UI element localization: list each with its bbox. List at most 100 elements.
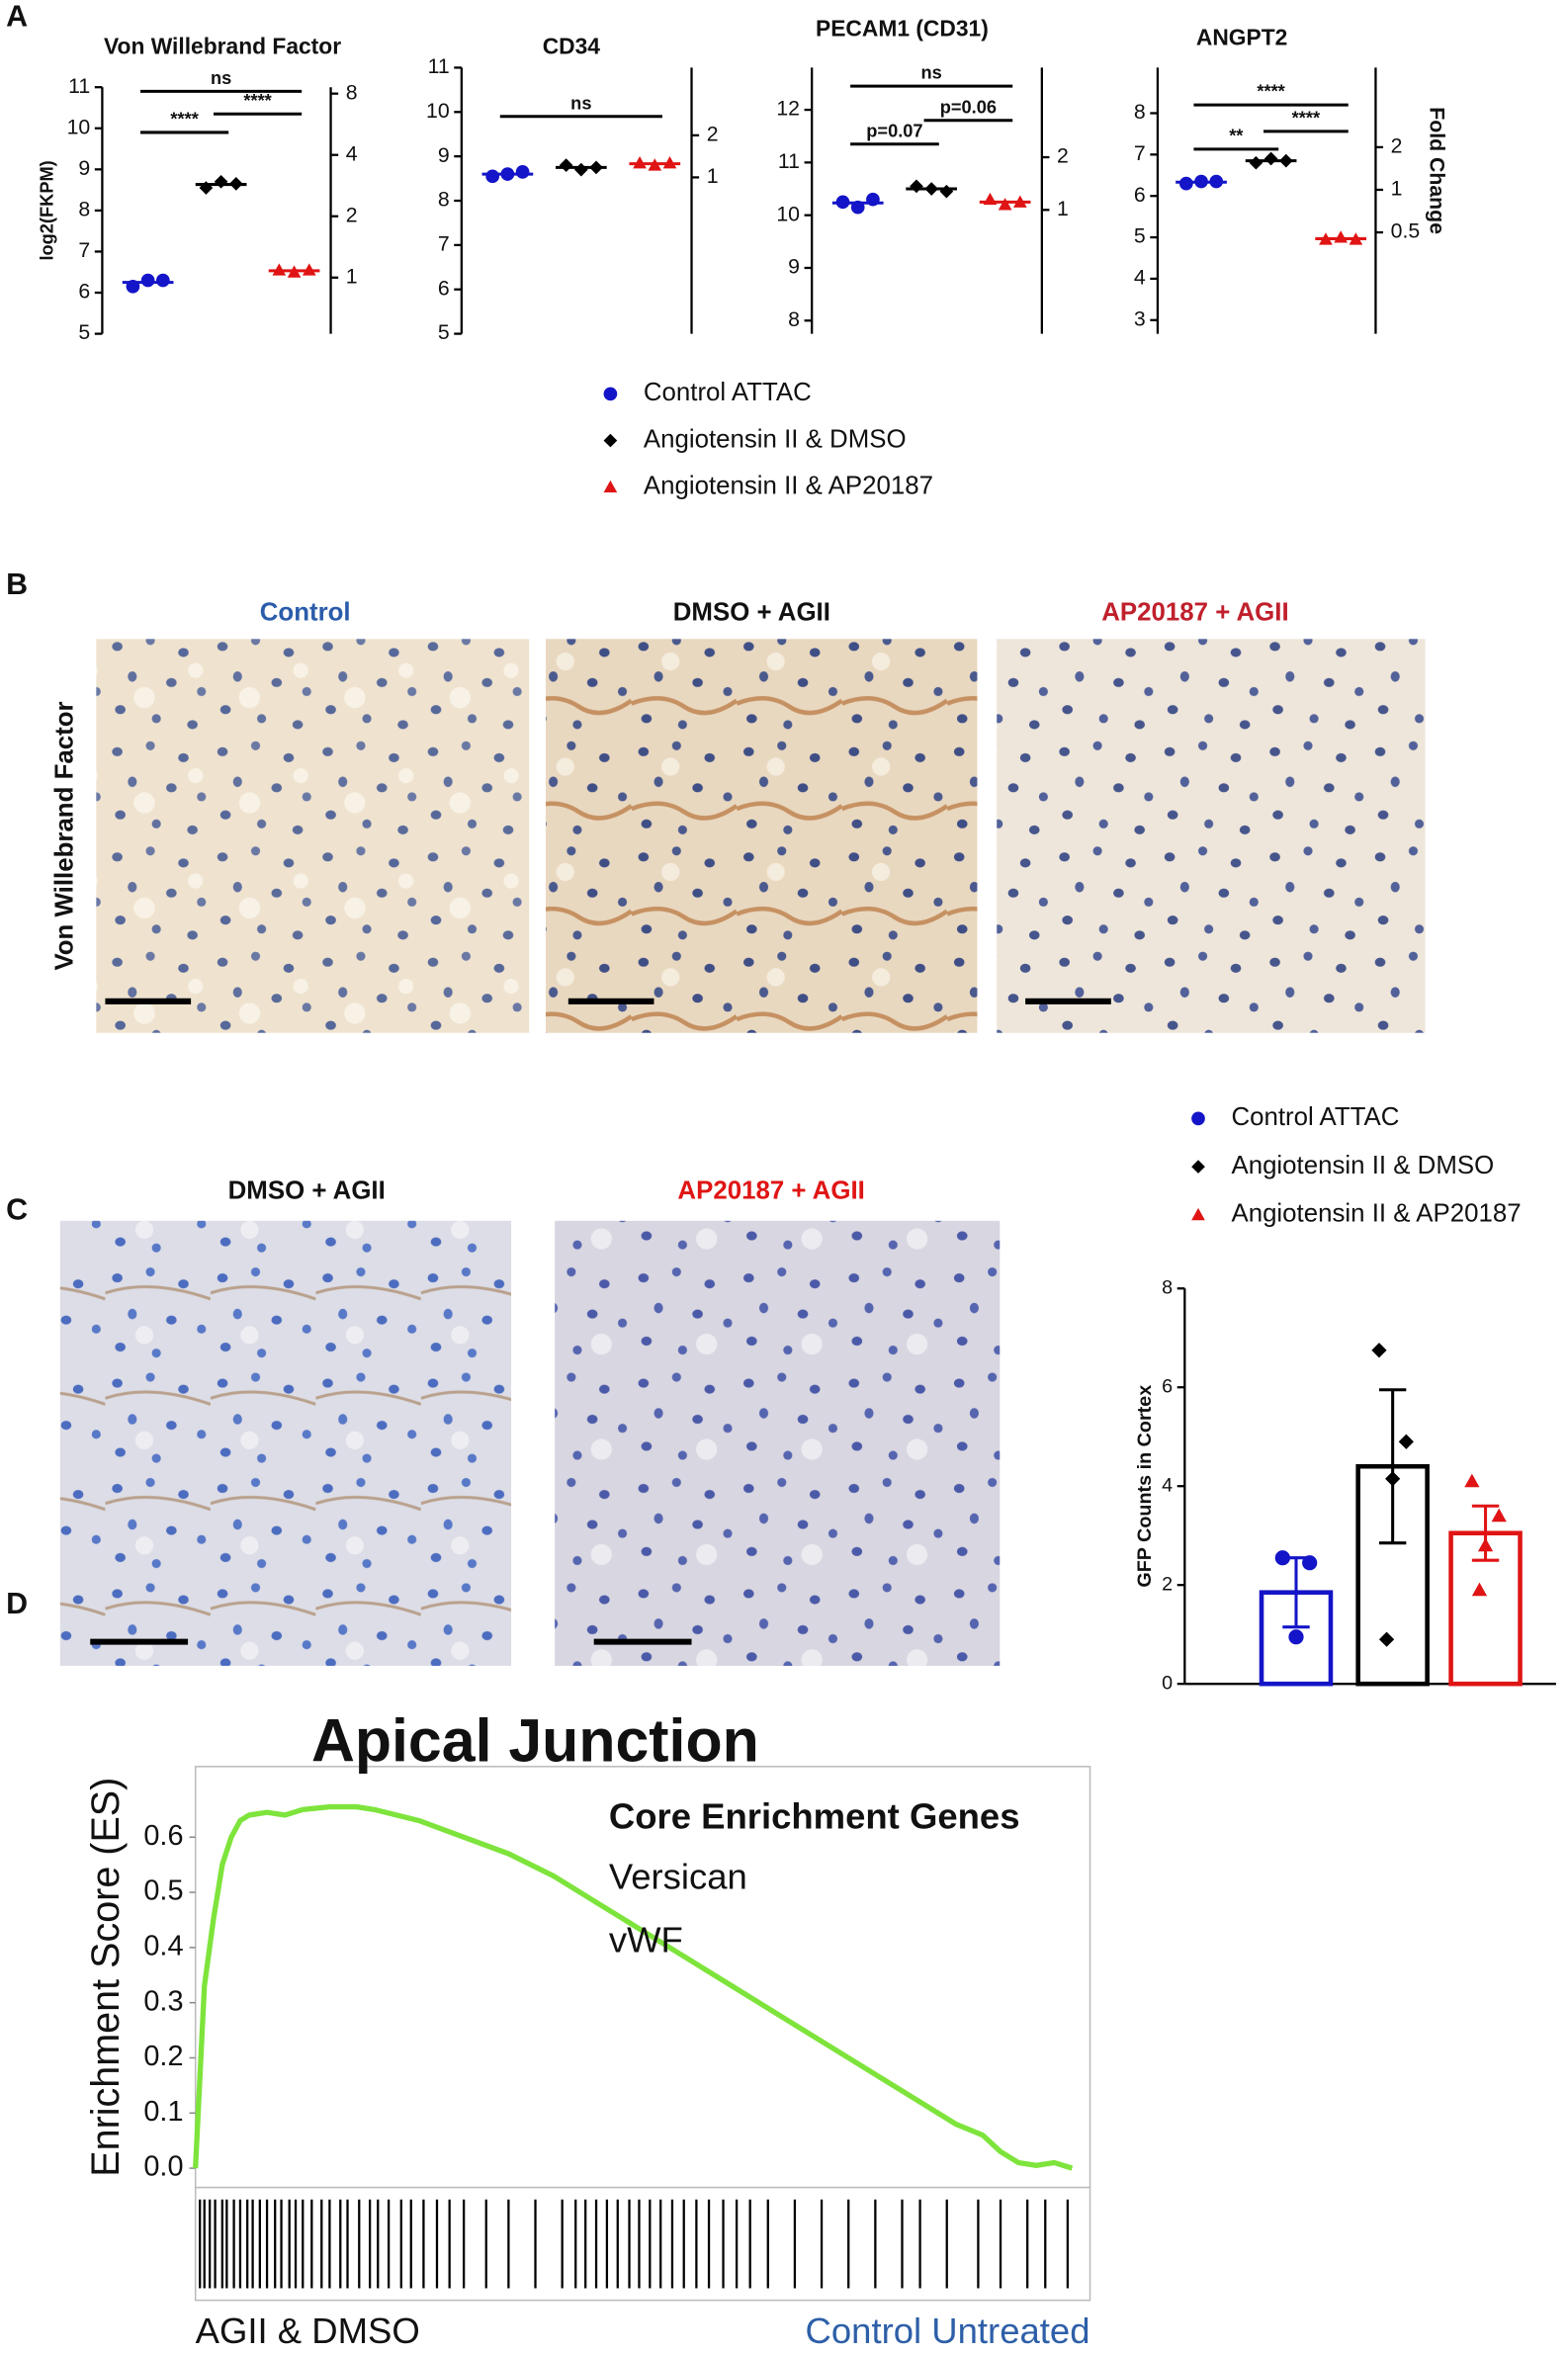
y-tick-label: 0.3 — [143, 1985, 183, 2017]
y-tick-label: 9 — [78, 156, 90, 180]
panel-label: A — [6, 0, 28, 33]
data-point — [1274, 1550, 1290, 1566]
significance-label: p=0.06 — [940, 96, 997, 117]
y2-tick-label: 2 — [1057, 144, 1069, 168]
error-bar — [1378, 1388, 1407, 1545]
y2-tick-label: 1 — [346, 264, 358, 288]
data-point — [1288, 1629, 1304, 1645]
significance-label: **** — [1257, 81, 1285, 102]
data-point — [156, 273, 170, 288]
data-point — [1334, 230, 1349, 243]
chart-title: ANGPT2 — [1196, 25, 1287, 50]
legend-label: Control ATTAC — [1231, 1103, 1399, 1131]
legend-marker — [603, 387, 618, 401]
y-tick-label: 0.1 — [143, 2096, 183, 2128]
y-tick-label: 0.0 — [143, 2151, 183, 2183]
figure-content: A B C D Control DMSO + AGII AP20187 + AG… — [6, 0, 1556, 2351]
y-tick-label: 9 — [788, 255, 800, 279]
y-tick-label: 11 — [68, 74, 90, 98]
y-tick-label: 10 — [426, 99, 450, 123]
y2-tick-label: 2 — [1391, 134, 1403, 158]
y-tick-label: 8 — [1134, 100, 1146, 124]
y-tick-label: 3 — [1134, 306, 1146, 330]
y-tick-label: 11 — [428, 54, 450, 78]
row-label: Von Willebrand Factor — [51, 701, 79, 970]
annotation: Versican — [609, 1857, 747, 1897]
y-tick-label: 7 — [438, 231, 450, 255]
y2-tick-label: 1 — [1057, 197, 1069, 220]
data-point — [1263, 151, 1278, 166]
significance-label: ns — [921, 62, 942, 83]
micrograph — [997, 639, 1426, 1033]
column-title: AP20187 + AGII — [1101, 598, 1288, 626]
y-tick-label: 0.5 — [143, 1875, 183, 1907]
y-tick-label: 8 — [1162, 1276, 1173, 1298]
y-tick-label: 8 — [78, 198, 90, 221]
micrograph — [59, 1220, 512, 1666]
x-end-label: AGII & DMSO — [196, 2310, 420, 2351]
legend-marker — [1191, 1207, 1205, 1221]
y2-tick-label: 0.5 — [1391, 219, 1421, 243]
x-end-label: Control Untreated — [806, 2310, 1090, 2351]
data-point — [998, 198, 1012, 211]
chart-title: PECAM1 (CD31) — [816, 15, 989, 41]
y-tick-label: 5 — [1134, 224, 1146, 248]
y-tick-label: 6 — [438, 276, 450, 300]
y-tick-label: 0 — [1162, 1672, 1173, 1694]
legend-label: Control ATTAC — [644, 379, 812, 406]
panel-label: B — [6, 567, 28, 601]
data-point — [1371, 1343, 1387, 1358]
data-point — [910, 179, 923, 194]
y-axis-label: Enrichment Score (ES) — [84, 1778, 128, 2177]
chart-title: Apical Junction — [311, 1707, 759, 1775]
legend-label: Angiotensin II & AP20187 — [1231, 1200, 1521, 1228]
y-tick-label: 4 — [1134, 266, 1146, 290]
y-tick-label: 0.4 — [143, 1930, 183, 1961]
y2-tick-label: 8 — [346, 80, 358, 104]
y2-tick-label: 4 — [346, 141, 358, 165]
y-tick-label: 8 — [788, 307, 800, 331]
y-tick-label: 6 — [1134, 183, 1146, 207]
legend-label: Angiotensin II & DMSO — [1231, 1152, 1494, 1179]
data-point — [1398, 1434, 1414, 1449]
y2-axis-label: Fold Change — [1426, 107, 1449, 234]
y-tick-label: 0.6 — [143, 1820, 183, 1852]
annotation: Core Enrichment Genes — [609, 1796, 1020, 1837]
column-title: Control — [260, 598, 351, 626]
y-tick-label: 11 — [778, 149, 800, 173]
y-tick-label: 9 — [438, 143, 450, 167]
data-point — [573, 162, 588, 177]
data-point — [1385, 1471, 1401, 1487]
data-point — [140, 273, 155, 288]
y-axis-label: log2(FKPM) — [36, 160, 56, 260]
y-tick-label: 8 — [438, 188, 450, 212]
y2-tick-label: 2 — [346, 203, 358, 226]
column-title: DMSO + AGII — [673, 598, 830, 626]
data-point — [559, 158, 573, 172]
data-point — [485, 169, 500, 184]
y-tick-label: 5 — [78, 320, 90, 344]
y-tick-label: 12 — [776, 97, 800, 121]
column-title: AP20187 + AGII — [677, 1177, 864, 1205]
micrograph — [555, 1220, 1001, 1666]
y-tick-label: 7 — [78, 238, 90, 262]
micrograph — [546, 639, 978, 1033]
y-axis-label: GFP Counts in Cortex — [1134, 1385, 1156, 1588]
hit-panel — [194, 2186, 1091, 2302]
data-point — [1249, 155, 1263, 170]
panel-label: C — [6, 1193, 28, 1227]
y-tick-label: 2 — [1162, 1573, 1173, 1595]
legend-label: Angiotensin II & DMSO — [644, 425, 907, 453]
data-point — [1491, 1508, 1507, 1523]
panel-label: D — [6, 1587, 28, 1620]
y-tick-label: 10 — [776, 202, 800, 225]
data-point — [214, 174, 228, 189]
data-point — [1302, 1555, 1318, 1571]
significance-label: ns — [570, 92, 591, 113]
significance-label: **** — [243, 90, 272, 111]
data-point — [939, 184, 954, 199]
y-tick-label: 6 — [1162, 1375, 1173, 1397]
y-tick-label: 0.2 — [143, 2041, 183, 2072]
significance-label: **** — [1292, 108, 1321, 129]
